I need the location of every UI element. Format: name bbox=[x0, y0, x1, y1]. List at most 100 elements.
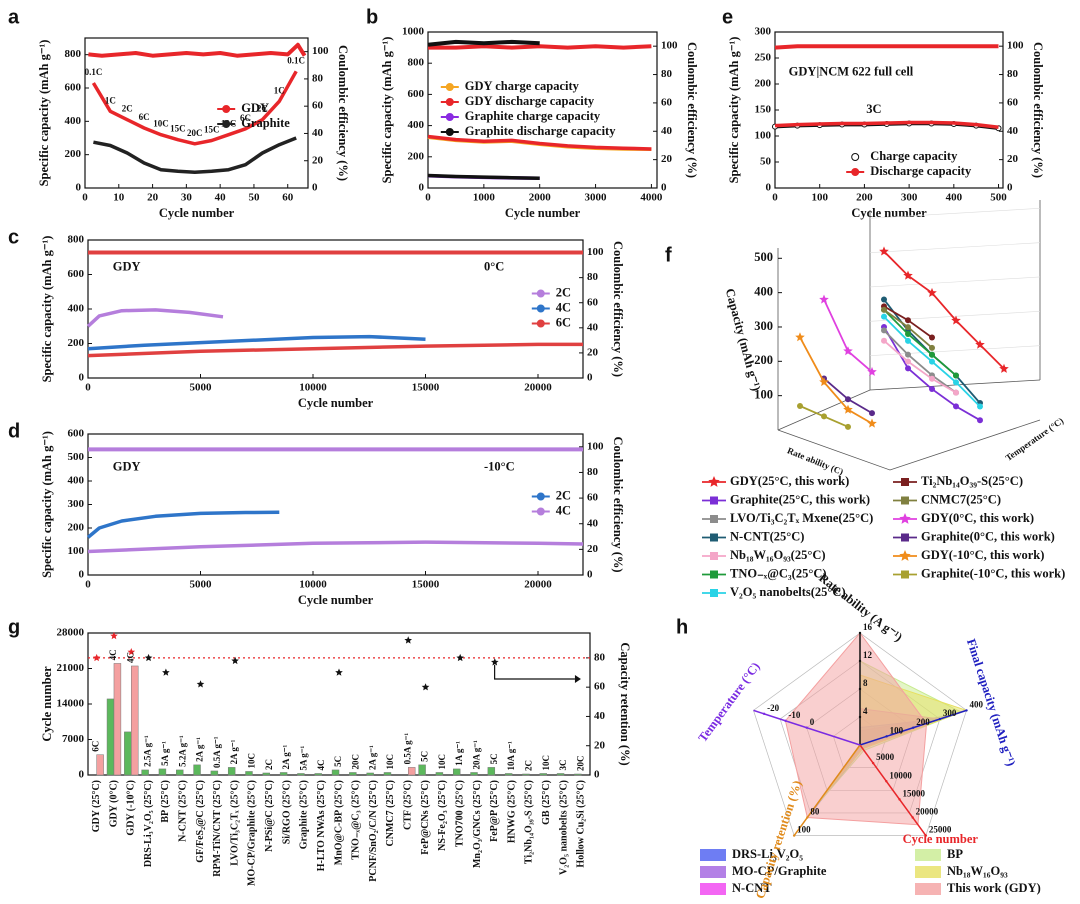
radar-tick-label: 4 bbox=[863, 706, 868, 716]
legend-label: GDY(25°C, this work) bbox=[730, 474, 849, 488]
capacity-line bbox=[87, 540, 584, 554]
legend-label: 4C bbox=[556, 503, 571, 517]
bar-label: 2A g⁻¹ bbox=[229, 739, 239, 764]
y-tick-label: 600 bbox=[68, 268, 85, 280]
legend-label: N-CNT bbox=[732, 881, 772, 895]
x-tick-label: TNO₋ₓ@C₃ (25°C) bbox=[351, 780, 362, 860]
rate-label: 2C bbox=[257, 104, 268, 114]
radar-tick-label: 400 bbox=[970, 699, 984, 709]
x-tick-label: 0 bbox=[82, 192, 88, 204]
radar-axis-label: Temperature (°C) bbox=[696, 660, 763, 745]
point bbox=[905, 317, 911, 324]
radar-axis-label: Capacity retention (%) bbox=[753, 779, 804, 901]
efficiency-line bbox=[428, 44, 652, 50]
bar-label: 0.5A g⁻¹ bbox=[212, 736, 222, 768]
point bbox=[903, 270, 913, 280]
y2-tick-label: 40 bbox=[587, 517, 599, 529]
scatter-star bbox=[421, 683, 430, 691]
bar-label: 20A g⁻¹ bbox=[472, 740, 482, 770]
x-tick-label: MnO@C-BP (25°C) bbox=[333, 780, 344, 865]
radar-tick bbox=[858, 715, 862, 719]
legend-label: TNO₋ₓ@C₃(25°C) bbox=[730, 566, 827, 580]
point bbox=[867, 366, 877, 376]
y2-tick-label: 40 bbox=[594, 710, 606, 722]
capacity-line bbox=[87, 342, 583, 358]
point bbox=[951, 315, 961, 325]
legend-marker bbox=[851, 153, 860, 161]
y-tick-label: 0 bbox=[79, 372, 85, 384]
bar bbox=[504, 773, 513, 776]
y-tick-label: 0 bbox=[766, 182, 772, 194]
y-axis-label: Specific capacity (mAh g⁻¹) bbox=[727, 37, 741, 184]
x-tick-label: 60 bbox=[282, 192, 294, 204]
legend-swatch bbox=[915, 883, 941, 895]
bar-label: 4C bbox=[108, 649, 118, 660]
panel-label: c bbox=[8, 226, 19, 248]
radar-tick bbox=[806, 816, 809, 819]
bar-label: 6C bbox=[91, 741, 101, 752]
x-tick-label: Graphite (25°C) bbox=[299, 780, 310, 849]
bar bbox=[227, 767, 236, 776]
grid-line bbox=[869, 242, 1041, 253]
legend-label: N-CNT(25°C) bbox=[730, 529, 804, 543]
legend-label: GDY(-10°C, this work) bbox=[921, 548, 1044, 562]
annotation: 3C bbox=[866, 102, 881, 116]
y-tick-label: 200 bbox=[755, 78, 772, 90]
y-axis-label: Cycle number bbox=[40, 666, 54, 742]
legend-marker bbox=[851, 168, 860, 176]
bar-label: 20C bbox=[350, 754, 360, 770]
radar-tick-label: 12 bbox=[863, 650, 873, 660]
y-tick-label: 150 bbox=[755, 104, 772, 116]
y2-tick-label: 80 bbox=[661, 68, 673, 80]
capacity-line bbox=[86, 308, 224, 328]
bar bbox=[487, 767, 496, 776]
y-tick-label: 50 bbox=[760, 156, 772, 168]
bar-label: 5C bbox=[420, 751, 430, 762]
z-tick-label: 200 bbox=[754, 353, 773, 367]
x-tick-label: 30 bbox=[181, 192, 193, 204]
x-tick-label: NS-Fe₂O₃ (25°C) bbox=[437, 780, 448, 851]
annotation: -10°C bbox=[484, 460, 515, 474]
radar-tick bbox=[762, 712, 766, 716]
bar bbox=[470, 772, 478, 776]
y-axis-label: Specific capacity (mAh g⁻¹) bbox=[40, 236, 54, 383]
bar bbox=[539, 773, 547, 776]
legend-swatch bbox=[700, 866, 726, 878]
legend-marker bbox=[536, 319, 545, 328]
bar bbox=[331, 769, 340, 776]
z-tick-label: 500 bbox=[754, 250, 773, 264]
x-tick-label: 100 bbox=[811, 192, 828, 204]
point bbox=[797, 402, 803, 409]
bar bbox=[383, 772, 392, 776]
plot-frame bbox=[87, 433, 584, 576]
legend-marker bbox=[710, 533, 718, 542]
point bbox=[869, 410, 875, 417]
legend-marker bbox=[536, 507, 545, 516]
legend-label: BP bbox=[947, 847, 963, 861]
x-axis-label: Cycle number bbox=[505, 206, 581, 220]
annotation: GDY bbox=[113, 460, 141, 474]
series-line bbox=[883, 309, 957, 377]
bar bbox=[297, 773, 305, 776]
bar-label: 10C bbox=[385, 754, 395, 770]
y2-tick-label: 100 bbox=[1007, 40, 1024, 52]
bar bbox=[96, 754, 104, 776]
efficiency-line bbox=[88, 42, 307, 58]
z-tick-label: 100 bbox=[754, 388, 773, 402]
legend-label: GDY(0°C, this work) bbox=[921, 511, 1034, 525]
panel-label: a bbox=[8, 6, 20, 28]
point bbox=[867, 418, 877, 428]
series-line bbox=[883, 329, 957, 394]
radar-tick bbox=[885, 780, 888, 783]
point bbox=[845, 423, 851, 430]
panel-label: d bbox=[8, 420, 20, 442]
radar-tick bbox=[898, 798, 901, 801]
legend-label: Charge capacity bbox=[870, 149, 958, 163]
x-tick-label: N-CNT (25°C) bbox=[178, 780, 189, 842]
x-tick-label: 400 bbox=[946, 192, 963, 204]
legend-marker bbox=[710, 496, 718, 505]
x-tick-label: 500 bbox=[990, 192, 1007, 204]
radar-tick bbox=[938, 717, 942, 721]
legend-label: Discharge capacity bbox=[870, 164, 972, 178]
